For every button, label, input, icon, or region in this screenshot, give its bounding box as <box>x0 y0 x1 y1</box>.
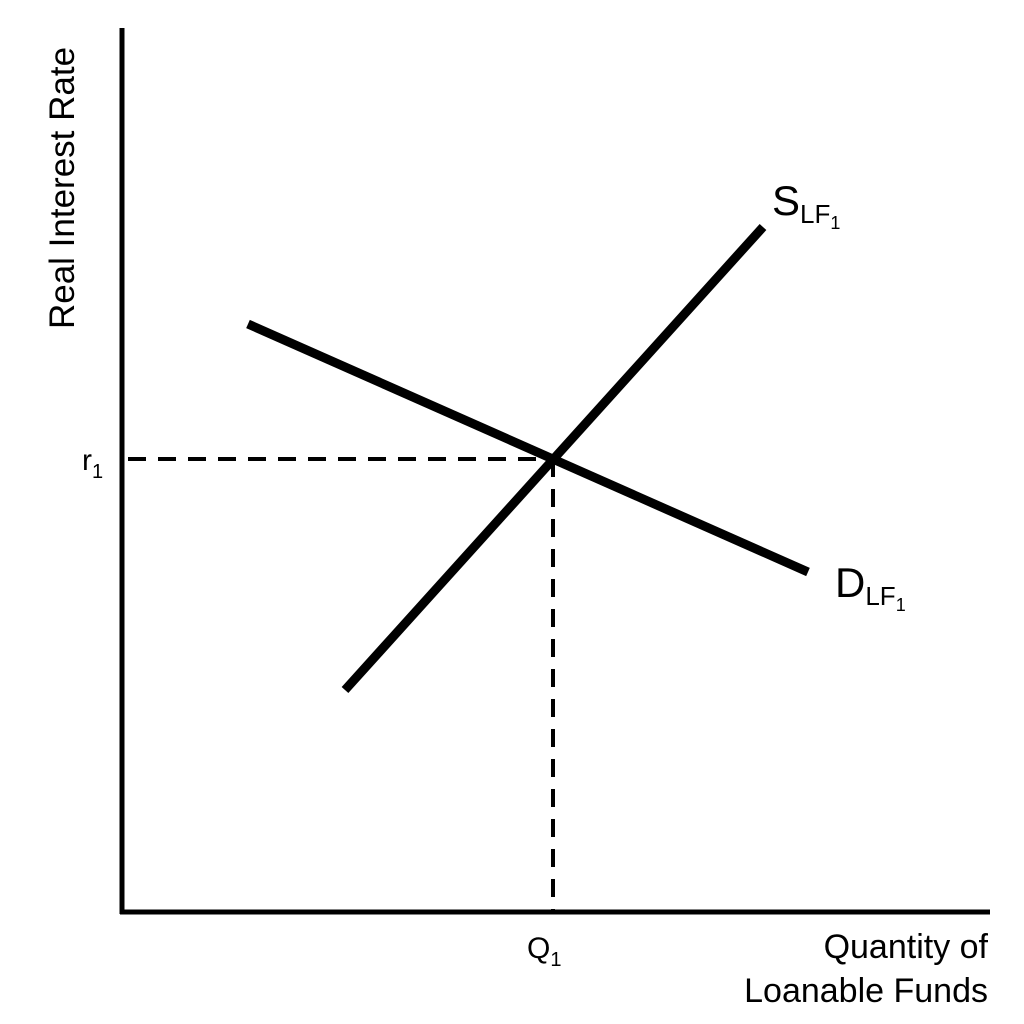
supply-label: SLF1 <box>772 177 840 233</box>
curve-base: D <box>835 559 865 606</box>
curve-base: S <box>772 177 800 224</box>
demand-curve <box>246 319 810 577</box>
rate-label: r1 <box>82 444 103 483</box>
curve-subsub: 1 <box>896 595 906 615</box>
quantity-sub: 1 <box>550 949 561 971</box>
rate-base: r <box>82 444 92 477</box>
x-axis-label: Quantity of <box>824 928 989 966</box>
x-axis-label: Loanable Funds <box>744 972 988 1010</box>
quantity-label: Q1 <box>527 932 561 971</box>
demand-label: DLF1 <box>835 559 906 615</box>
quantity-base: Q <box>527 932 550 965</box>
curve-subsub: 1 <box>830 213 840 233</box>
curve-sub: LF <box>800 199 830 229</box>
curve-sub: LF <box>865 581 895 611</box>
y-axis-label: Real Interest Rate <box>43 47 82 329</box>
rate-sub: 1 <box>92 461 103 483</box>
